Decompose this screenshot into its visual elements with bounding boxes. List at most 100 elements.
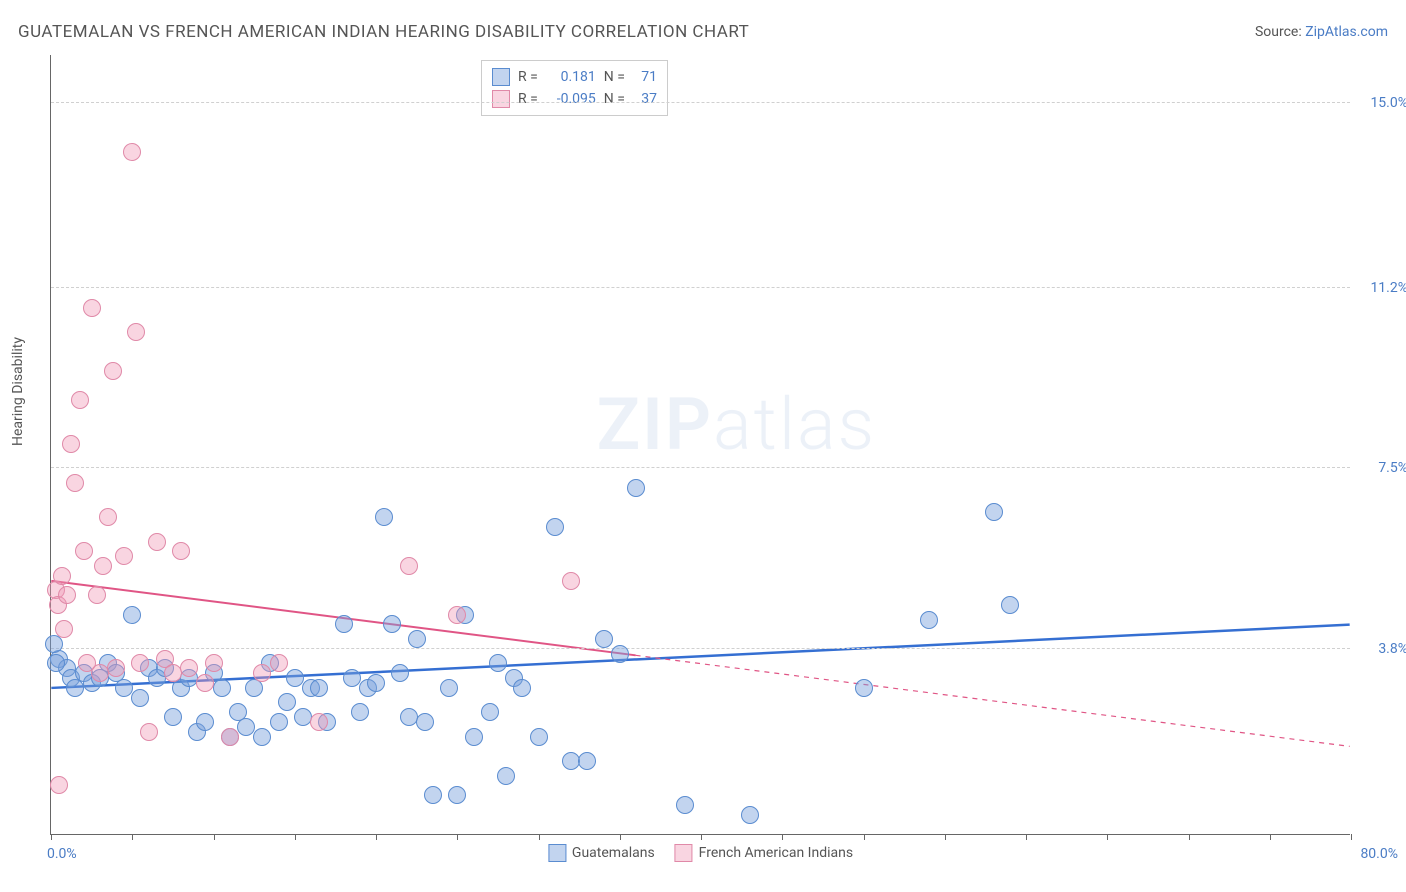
data-point-guatemalans <box>627 479 645 497</box>
data-point-guatemalans <box>237 718 255 736</box>
legend-swatch-2 <box>675 844 693 862</box>
source-link[interactable]: ZipAtlas.com <box>1305 24 1388 40</box>
bottom-legend: Guatemalans French American Indians <box>548 844 853 862</box>
data-point-guatemalans <box>513 679 531 697</box>
stat-legend-box: R = 0.181 N = 71 R = -0.095 N = 37 <box>481 60 668 116</box>
chart-header: GUATEMALAN VS FRENCH AMERICAN INDIAN HEA… <box>18 18 1388 46</box>
data-point-french_american_indians <box>53 567 71 585</box>
n-label-2: N = <box>604 88 625 110</box>
source-prefix: Source: <box>1255 24 1305 40</box>
data-point-guatemalans <box>920 611 938 629</box>
y-tick-label: 3.8% <box>1356 641 1406 657</box>
data-point-guatemalans <box>294 708 312 726</box>
data-point-french_american_indians <box>127 323 145 341</box>
data-point-guatemalans <box>448 786 466 804</box>
data-point-french_american_indians <box>140 723 158 741</box>
data-point-french_american_indians <box>62 435 80 453</box>
data-point-guatemalans <box>383 615 401 633</box>
gridline-h <box>51 102 1350 103</box>
data-point-french_american_indians <box>205 654 223 672</box>
data-point-french_american_indians <box>562 572 580 590</box>
data-point-guatemalans <box>391 664 409 682</box>
data-point-guatemalans <box>164 708 182 726</box>
data-point-guatemalans <box>481 703 499 721</box>
x-tick <box>51 834 52 840</box>
data-point-french_american_indians <box>71 391 89 409</box>
x-tick <box>1351 834 1352 840</box>
data-point-french_american_indians <box>400 557 418 575</box>
n-value-2: 37 <box>633 88 657 110</box>
stat-row-2: R = -0.095 N = 37 <box>492 88 657 110</box>
data-point-guatemalans <box>335 615 353 633</box>
watermark-light: atlas <box>713 382 876 467</box>
data-point-guatemalans <box>546 518 564 536</box>
data-point-french_american_indians <box>148 533 166 551</box>
x-tick <box>214 834 215 840</box>
data-point-guatemalans <box>375 508 393 526</box>
data-point-guatemalans <box>676 796 694 814</box>
data-point-guatemalans <box>253 728 271 746</box>
data-point-guatemalans <box>424 786 442 804</box>
data-point-guatemalans <box>408 630 426 648</box>
data-point-guatemalans <box>595 630 613 648</box>
x-tick <box>1107 834 1108 840</box>
data-point-guatemalans <box>123 606 141 624</box>
data-point-french_american_indians <box>270 654 288 672</box>
swatch-series-1 <box>492 68 510 86</box>
data-point-guatemalans <box>286 669 304 687</box>
x-tick <box>1270 834 1271 840</box>
data-point-guatemalans <box>343 669 361 687</box>
r-label-1: R = <box>518 66 538 88</box>
data-point-french_american_indians <box>172 542 190 560</box>
data-point-french_american_indians <box>107 659 125 677</box>
data-point-guatemalans <box>611 645 629 663</box>
data-point-french_american_indians <box>123 143 141 161</box>
watermark: ZIPatlas <box>597 382 877 467</box>
r-label-2: R = <box>518 88 538 110</box>
x-tick <box>782 834 783 840</box>
data-point-french_american_indians <box>55 620 73 638</box>
data-point-guatemalans <box>213 679 231 697</box>
data-point-guatemalans <box>47 654 65 672</box>
y-tick-label: 15.0% <box>1356 95 1406 111</box>
data-point-french_american_indians <box>104 362 122 380</box>
x-tick <box>376 834 377 840</box>
data-point-guatemalans <box>578 752 596 770</box>
x-tick <box>1026 834 1027 840</box>
swatch-series-2 <box>492 90 510 108</box>
scatter-plot: ZIPatlas R = 0.181 N = 71 R = -0.095 N =… <box>50 55 1350 835</box>
data-point-guatemalans <box>270 713 288 731</box>
data-point-french_american_indians <box>310 713 328 731</box>
data-point-guatemalans <box>440 679 458 697</box>
x-tick <box>295 834 296 840</box>
data-point-guatemalans <box>416 713 434 731</box>
chart-source: Source: ZipAtlas.com <box>1255 24 1388 40</box>
data-point-french_american_indians <box>131 654 149 672</box>
data-point-french_american_indians <box>83 299 101 317</box>
x-tick <box>132 834 133 840</box>
legend-item-1: Guatemalans <box>548 844 655 862</box>
x-axis-end-label: 80.0% <box>1360 846 1398 862</box>
data-point-guatemalans <box>131 689 149 707</box>
x-tick <box>864 834 865 840</box>
data-point-french_american_indians <box>115 547 133 565</box>
data-point-french_american_indians <box>180 659 198 677</box>
n-label-1: N = <box>604 66 625 88</box>
legend-label-1: Guatemalans <box>572 845 655 861</box>
data-point-guatemalans <box>465 728 483 746</box>
data-point-guatemalans <box>741 806 759 824</box>
data-point-french_american_indians <box>58 586 76 604</box>
data-point-french_american_indians <box>66 474 84 492</box>
data-point-french_american_indians <box>221 728 239 746</box>
data-point-french_american_indians <box>448 606 466 624</box>
data-point-guatemalans <box>400 708 418 726</box>
data-point-guatemalans <box>196 713 214 731</box>
legend-swatch-1 <box>548 844 566 862</box>
data-point-guatemalans <box>530 728 548 746</box>
x-tick <box>1189 834 1190 840</box>
x-tick <box>620 834 621 840</box>
data-point-guatemalans <box>367 674 385 692</box>
data-point-french_american_indians <box>94 557 112 575</box>
data-point-guatemalans <box>489 654 507 672</box>
data-point-guatemalans <box>497 767 515 785</box>
